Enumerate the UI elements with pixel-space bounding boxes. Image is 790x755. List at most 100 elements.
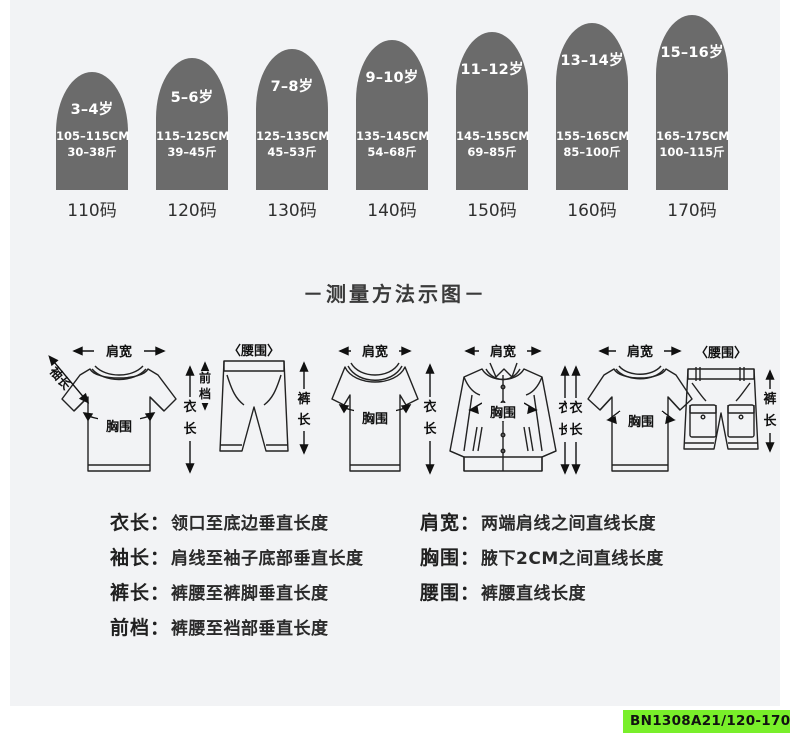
size-code-label: 130码 xyxy=(267,201,317,221)
product-code-badge: BN1308A21/120-170 xyxy=(623,710,790,733)
size-height-range: 125–135CM xyxy=(256,129,330,143)
size-age-label: 7–8岁 xyxy=(270,79,314,95)
measurement-diagrams: 肩宽 袖长 胸围 xyxy=(10,325,780,505)
size-age-label: 3–4岁 xyxy=(70,102,114,118)
label-length: 衣 xyxy=(569,400,582,416)
legend-colon: ： xyxy=(150,617,170,639)
size-code-label: 140码 xyxy=(367,201,417,221)
size-code-label: 170码 xyxy=(667,201,717,221)
legend-desc: 两端肩线之间直线长度 xyxy=(481,514,657,534)
label-pant-length-2: 长 xyxy=(763,413,777,429)
size-metrics: 125–135CM 45–53斤 xyxy=(256,128,330,160)
label-chest: 胸围 xyxy=(628,414,654,430)
label-length-2: 长 xyxy=(569,422,583,438)
legend-row: 袖长 ： 肩线至袖子底部垂直长度 xyxy=(110,543,364,578)
size-height-range: 105–115CM xyxy=(56,129,130,143)
legend-term: 肩宽 xyxy=(420,512,461,534)
legend-desc: 领口至底边垂直长度 xyxy=(171,514,329,534)
measurement-legend: 衣长 ： 领口至底边垂直长度 袖长 ： 肩线至袖子底部垂直长度 裤长 ： 裤腰至… xyxy=(10,508,780,653)
legend-row: 腰围 ： 裤腰直线长度 xyxy=(420,578,664,613)
diagram-jacket: 肩宽 胸围 xyxy=(434,325,574,495)
legend-term: 裤长 xyxy=(110,582,151,604)
size-weight-range: 69–85斤 xyxy=(467,145,517,159)
label-rise-2: 档 xyxy=(199,386,211,401)
size-weight-range: 100–115斤 xyxy=(659,145,725,159)
legend-desc: 肩线至袖子底部垂直长度 xyxy=(171,549,364,569)
size-metrics: 165–175CM 100–115斤 xyxy=(656,128,730,160)
size-age-label: 13–14岁 xyxy=(560,53,624,69)
legend-column-right: 肩宽 ： 两端肩线之间直线长度 胸围 ： 腋下2CM之间直线长度 腰围 ： 裤腰… xyxy=(420,508,664,613)
size-code-label: 110码 xyxy=(67,201,117,221)
legend-row: 衣长 ： 领口至底边垂直长度 xyxy=(110,508,364,543)
legend-column-left: 衣长 ： 领口至底边垂直长度 袖长 ： 肩线至袖子底部垂直长度 裤长 ： 裤腰至… xyxy=(110,508,364,648)
legend-colon: ： xyxy=(150,582,170,604)
size-age-label: 5–6岁 xyxy=(170,90,214,106)
label-length-2: 长 xyxy=(423,421,437,437)
legend-term: 前档 xyxy=(110,617,151,639)
legend-desc: 裤腰直线长度 xyxy=(481,584,587,604)
size-age-label: 9–10岁 xyxy=(365,70,419,86)
size-chart: 3–4岁 105–115CM 30–38斤 110码 5–6岁 115–125C… xyxy=(10,0,780,240)
label-rise: 前 xyxy=(199,370,211,385)
label-length: 衣 xyxy=(183,399,196,415)
label-pant-length: 裤 xyxy=(762,391,776,407)
legend-desc: 裤腰至裤脚垂直长度 xyxy=(171,584,329,604)
legend-row: 前档 ： 裤腰至裆部垂直长度 xyxy=(110,613,364,648)
size-age-label: 15–16岁 xyxy=(660,45,724,61)
label-pant-length-2: 长 xyxy=(297,412,311,428)
legend-term: 腰围 xyxy=(420,582,461,604)
legend-colon: ： xyxy=(150,547,170,569)
size-arch: 5–6岁 115–125CM 39–45斤 xyxy=(156,58,230,190)
diagram-shorts: 〈腰围〉 裤 长 xyxy=(670,325,780,495)
size-metrics: 135–145CM 54–68斤 xyxy=(356,128,430,160)
label-shoulder: 肩宽 xyxy=(362,344,388,360)
size-metrics: 155–165CM 85–100斤 xyxy=(556,128,630,160)
size-height-range: 165–175CM xyxy=(656,129,730,143)
label-shoulder: 肩宽 xyxy=(490,344,516,360)
diagram-tshirt: 肩宽 袖长 胸围 xyxy=(32,325,207,495)
legend-colon: ： xyxy=(460,547,480,569)
size-arch: 15–16岁 165–175CM 100–115斤 xyxy=(656,15,730,190)
legend-term: 衣长 xyxy=(110,512,151,534)
size-arch: 3–4岁 105–115CM 30–38斤 xyxy=(56,72,130,190)
diagram-tee-set: 肩宽 胸围 xyxy=(566,325,694,495)
label-shoulder: 肩宽 xyxy=(627,344,653,360)
size-height-range: 135–145CM xyxy=(356,129,430,143)
diagram-pants: 〈腰围〉 前 档 xyxy=(196,325,314,495)
size-code-label: 150码 xyxy=(467,201,517,221)
label-length: 衣 xyxy=(423,399,436,415)
size-age-label: 11–12岁 xyxy=(460,62,524,78)
page-canvas: 3–4岁 105–115CM 30–38斤 110码 5–6岁 115–125C… xyxy=(10,0,780,755)
size-weight-range: 39–45斤 xyxy=(167,145,217,159)
size-arch: 7–8岁 125–135CM 45–53斤 xyxy=(256,49,330,190)
size-metrics: 115–125CM 39–45斤 xyxy=(156,128,230,160)
label-shoulder: 肩宽 xyxy=(106,344,132,360)
legend-row: 肩宽 ： 两端肩线之间直线长度 xyxy=(420,508,664,543)
size-weight-range: 45–53斤 xyxy=(267,145,317,159)
legend-colon: ： xyxy=(460,582,480,604)
size-metrics: 105–115CM 30–38斤 xyxy=(56,128,130,160)
legend-row: 胸围 ： 腋下2CM之间直线长度 xyxy=(420,543,664,578)
size-code-label: 160码 xyxy=(567,201,617,221)
section-title: －测量方法示图－ xyxy=(303,282,487,306)
label-waist: 〈腰围〉 xyxy=(695,345,747,361)
size-code-label: 120码 xyxy=(167,201,217,221)
legend-row: 裤长 ： 裤腰至裤脚垂直长度 xyxy=(110,578,364,613)
legend-term: 胸围 xyxy=(420,547,461,569)
legend-desc: 裤腰至裆部垂直长度 xyxy=(171,619,329,639)
label-waist: 〈腰围〉 xyxy=(228,343,280,359)
legend-colon: ： xyxy=(150,512,170,534)
legend-term: 袖长 xyxy=(110,547,151,569)
size-arch: 11–12岁 145–155CM 69–85斤 xyxy=(456,32,530,190)
size-height-range: 145–155CM xyxy=(456,129,530,143)
size-height-range: 115–125CM xyxy=(156,129,230,143)
size-metrics: 145–155CM 69–85斤 xyxy=(456,128,530,160)
label-chest: 胸围 xyxy=(362,411,388,427)
size-arch: 13–14岁 155–165CM 85–100斤 xyxy=(556,23,630,190)
diagram-tank: 肩宽 胸围 衣 xyxy=(310,325,440,495)
label-length-2: 长 xyxy=(183,421,197,437)
size-height-range: 155–165CM xyxy=(556,129,630,143)
label-chest: 胸围 xyxy=(106,419,132,435)
legend-colon: ： xyxy=(460,512,480,534)
